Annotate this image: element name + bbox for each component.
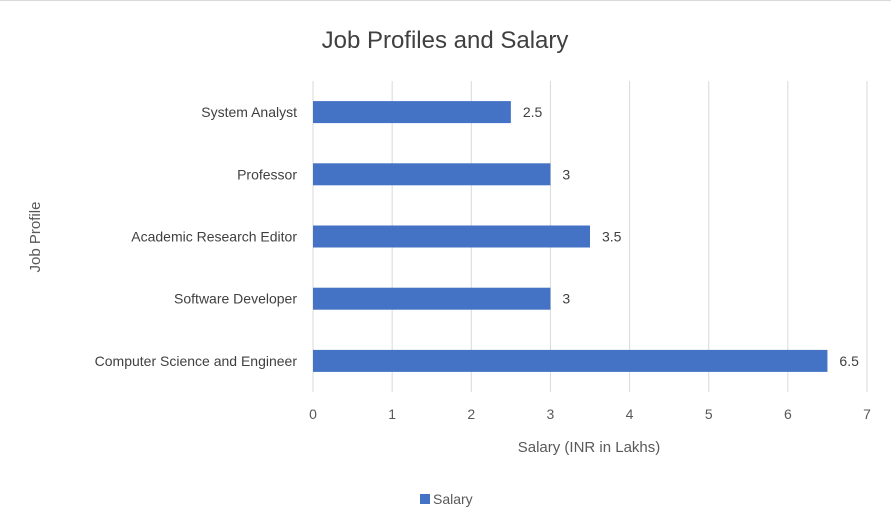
category-label: Academic Research Editor xyxy=(131,229,297,245)
legend-label: Salary xyxy=(433,491,473,507)
x-tick-label: 1 xyxy=(388,406,396,422)
category-labels: System Analyst Professor Academic Research… xyxy=(95,104,298,369)
x-tick-label: 2 xyxy=(467,406,475,422)
x-tick-label: 3 xyxy=(547,406,555,422)
data-label: 3.5 xyxy=(602,229,622,245)
category-label: Professor xyxy=(237,166,297,182)
chart-title: Job Profiles and Salary xyxy=(322,27,569,54)
x-tick-label: 0 xyxy=(309,406,317,422)
bar xyxy=(313,349,828,372)
x-tick-labels: 0 1 2 3 4 5 6 7 xyxy=(309,406,871,422)
x-tick-label: 7 xyxy=(863,406,871,422)
data-label: 3 xyxy=(562,291,570,307)
bar xyxy=(313,163,551,186)
x-tick-label: 6 xyxy=(784,406,792,422)
bars xyxy=(313,101,828,372)
data-label: 6.5 xyxy=(839,353,859,369)
x-tick-label: 4 xyxy=(626,406,634,422)
bar xyxy=(313,287,551,310)
bar xyxy=(313,101,511,124)
x-tick-label: 5 xyxy=(705,406,713,422)
category-label: Software Developer xyxy=(174,291,297,307)
data-label: 2.5 xyxy=(523,104,543,120)
data-labels: 2.5 3 3.5 3 6.5 xyxy=(523,104,859,369)
y-axis-title: Job Profile xyxy=(27,202,44,273)
category-label: System Analyst xyxy=(201,104,297,120)
legend-swatch xyxy=(420,494,430,504)
category-label: Computer Science and Engineer xyxy=(95,353,298,369)
data-label: 3 xyxy=(562,166,570,182)
x-axis-title: Salary (INR in Lakhs) xyxy=(518,439,661,456)
legend: Salary xyxy=(420,491,473,507)
bar xyxy=(313,225,590,248)
